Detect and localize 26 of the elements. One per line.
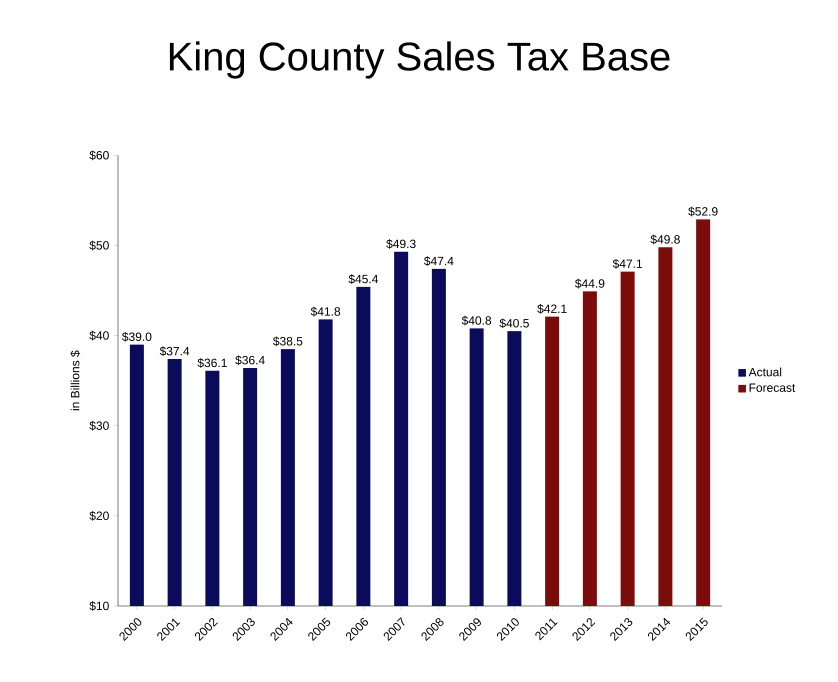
data-label: $41.8	[310, 306, 340, 316]
data-label: $39.0	[122, 332, 152, 342]
legend-label: Actual	[748, 368, 782, 376]
y-tick-label: $60	[89, 150, 109, 160]
legend-label: Forecast	[750, 384, 796, 392]
y-tick-label: $10	[89, 601, 109, 611]
data-label: $49.8	[650, 234, 680, 244]
data-label: $47.4	[424, 256, 454, 266]
y-axis-title: in Billions $	[70, 350, 80, 410]
y-tick-label: $40	[89, 330, 109, 340]
data-label: $52.9	[688, 206, 718, 216]
data-label: $40.5	[499, 318, 529, 328]
y-tick-label: $50	[89, 240, 109, 250]
data-label: $44.9	[574, 278, 604, 289]
data-label: $40.8	[462, 316, 492, 326]
data-label: $37.4	[160, 346, 190, 356]
data-label: $38.5	[272, 336, 302, 346]
data-label: $42.1	[537, 304, 567, 314]
data-label: $45.4	[348, 274, 378, 284]
y-tick-label: $30	[89, 420, 109, 431]
data-label: $47.1	[612, 258, 642, 269]
data-label: $36.4	[235, 355, 265, 366]
data-label: $49.3	[386, 239, 416, 249]
chart-title: King County Sales Tax Base	[170, 41, 670, 79]
data-label: $36.1	[197, 358, 227, 368]
y-tick-label: $20	[89, 511, 109, 521]
